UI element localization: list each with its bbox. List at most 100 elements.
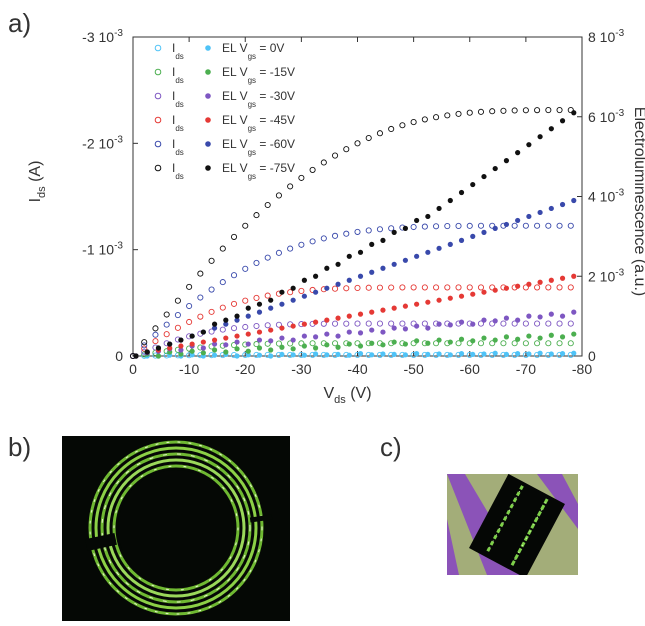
ids-point (522, 320, 529, 327)
el-point (492, 225, 498, 231)
el-point (301, 277, 307, 283)
ids-point (320, 159, 327, 166)
ids-point (399, 320, 406, 327)
ids-point (466, 222, 473, 229)
ids-point (489, 320, 496, 327)
el-point (515, 317, 521, 323)
el-point (402, 225, 408, 231)
ids-point (511, 340, 518, 347)
ids-point (477, 320, 485, 327)
ids-point (242, 297, 249, 304)
el-point (515, 351, 521, 357)
chart-axes (132, 36, 583, 357)
el-point (256, 329, 263, 335)
el-point (526, 313, 532, 319)
el-point (357, 249, 364, 255)
ids-point (253, 322, 260, 330)
ids-point (253, 212, 260, 219)
ids-point (500, 107, 507, 114)
ids-point (354, 340, 361, 347)
el-point (234, 346, 240, 352)
el-point (481, 351, 487, 357)
el-point (178, 347, 184, 353)
plot-frame (132, 36, 583, 357)
el-point (346, 313, 352, 319)
ids-point (556, 107, 563, 114)
el-point (503, 158, 510, 164)
legend-ids-label: Ids (172, 113, 184, 133)
el-point (481, 317, 487, 323)
ids-point (376, 130, 384, 137)
el-point (548, 126, 554, 132)
ids-point (388, 320, 395, 327)
ids-point (500, 340, 507, 347)
x-tick-label: -40 (347, 361, 367, 377)
ids-point (141, 342, 148, 349)
ids-point (208, 328, 215, 335)
el-point (290, 285, 296, 291)
ids-point (309, 340, 316, 347)
el-point (447, 197, 453, 204)
ids-point (455, 110, 462, 117)
ids-point (388, 125, 395, 133)
el-point (335, 344, 341, 350)
ids-point (253, 259, 260, 267)
el-point (279, 301, 285, 307)
x-tick-label: -70 (516, 361, 536, 377)
el-point (526, 351, 532, 357)
el-point (414, 323, 420, 329)
el-point (245, 305, 251, 311)
ids-point (264, 201, 271, 209)
el-point (211, 341, 218, 347)
el-point (268, 338, 274, 344)
chart-ticks: 0 -10 -20 -30 -40 -50 -60 -70 -800-1 10-3-2 10-3… (82, 28, 624, 377)
el-point (200, 329, 206, 335)
el-point (301, 333, 307, 339)
el-point (234, 353, 240, 359)
ids-point (320, 235, 327, 242)
el-point (189, 352, 195, 358)
ids-point (489, 340, 496, 347)
y-right-tick-label: 2 10-3 (588, 267, 625, 284)
legend-el-label: EL Vgs = -30V (222, 89, 295, 109)
el-point (503, 351, 510, 358)
ids-point (186, 302, 193, 310)
ids-point (331, 320, 339, 327)
el-point (234, 317, 240, 323)
el-point (369, 340, 375, 346)
el-point (425, 340, 431, 346)
ids-point (141, 345, 148, 352)
el-point (447, 322, 453, 328)
el-point (369, 269, 375, 275)
el-point (436, 321, 442, 327)
el-point (458, 237, 465, 243)
el-point (470, 338, 476, 344)
ids-point (186, 318, 193, 326)
el-point (324, 331, 330, 337)
el-point (335, 261, 341, 267)
ids-point (534, 320, 541, 327)
ids-point (421, 223, 428, 230)
el-point (526, 142, 532, 148)
el-point (301, 343, 307, 349)
el-point (268, 297, 274, 303)
legend-el-label: EL Vgs = -75V (222, 161, 295, 181)
el-point (268, 347, 274, 353)
ids-point (163, 331, 170, 338)
el-point (391, 351, 397, 358)
ids-point (433, 340, 440, 347)
ids-point (567, 320, 574, 327)
ids-point (455, 284, 462, 291)
el-point (503, 315, 510, 321)
el-point (324, 352, 330, 358)
ids-point (534, 222, 541, 229)
ids-point (477, 108, 485, 115)
ids-point (365, 134, 372, 142)
el-point (436, 351, 442, 357)
el-point (391, 305, 397, 311)
el-point (492, 350, 498, 356)
el-point (414, 301, 420, 307)
ids-point (174, 324, 181, 331)
el-point (223, 349, 229, 355)
el-point (290, 352, 296, 358)
